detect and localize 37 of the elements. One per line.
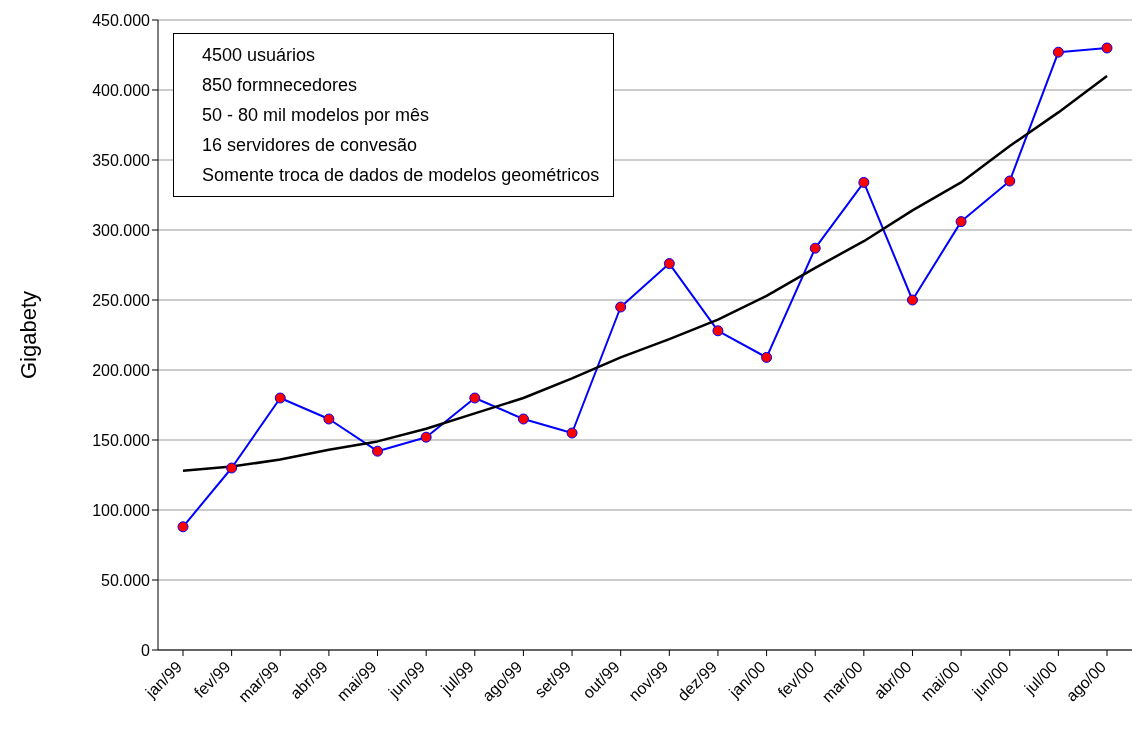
- line-series: [181, 74, 1109, 473]
- annotation: Somente troca de dados de modelos geométricos: [202, 164, 600, 187]
- point: [372, 445, 384, 457]
- y-tick-label: 100.000: [92, 501, 151, 519]
- point: [761, 351, 773, 363]
- point: [323, 413, 335, 425]
- y-tick-label: 400.000: [92, 81, 151, 99]
- point: [274, 392, 286, 404]
- point: [809, 242, 821, 254]
- y-tick-label: 350.000: [92, 151, 151, 169]
- point: [615, 301, 627, 313]
- point: [663, 258, 675, 270]
- point: [955, 216, 967, 228]
- y-tick-label: 250.000: [92, 291, 151, 309]
- point: [469, 392, 481, 404]
- y-tick-label: 300.000: [92, 221, 151, 239]
- point: [906, 294, 918, 306]
- y-tick-label: 200.000: [92, 361, 151, 379]
- y-tick-label: 50.000: [101, 571, 151, 589]
- annotation: 4500 usuários: [202, 44, 317, 67]
- point: [1052, 46, 1064, 58]
- y-tick-label: 450.000: [92, 11, 151, 29]
- point: [858, 176, 870, 188]
- y-axis-title: Gigabety: [15, 290, 41, 380]
- point: [712, 325, 724, 337]
- annotation: 850 formnecedores: [202, 74, 359, 97]
- point: [1004, 175, 1016, 187]
- annotation: 50 - 80 mil modelos por mês: [202, 104, 431, 127]
- y-tick-label: 150.000: [92, 431, 151, 449]
- point: [420, 431, 432, 443]
- point: [566, 427, 578, 439]
- point: [226, 462, 238, 474]
- point: [177, 521, 189, 533]
- annotation: 16 servidores de convesão: [202, 134, 419, 157]
- point: [1101, 42, 1113, 54]
- point: [517, 413, 529, 425]
- y-tick-label: 0: [141, 641, 151, 659]
